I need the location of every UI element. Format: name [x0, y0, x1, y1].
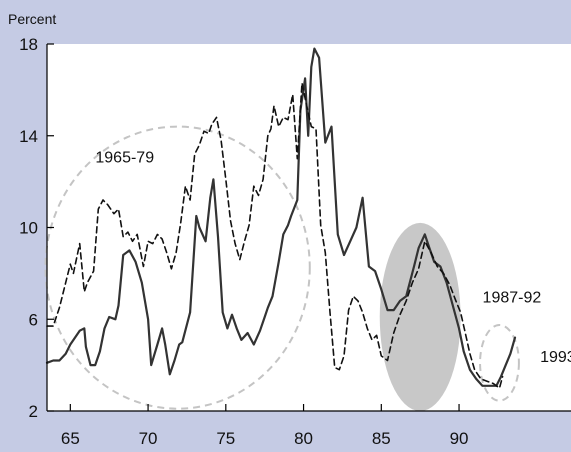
- annotation-label: 1965-79: [95, 149, 154, 166]
- series-layer: [45, 47, 517, 389]
- x-tick-label: 85: [372, 429, 391, 447]
- x-tick-label: 70: [139, 429, 158, 447]
- x-tick-label: 80: [294, 429, 313, 447]
- axes: 2 6 10 14 18 65 70 75 80 85 90: [19, 35, 571, 448]
- y-tick-label: 18: [19, 35, 38, 54]
- x-tick-label: 65: [61, 429, 80, 447]
- annotation-label: 1993-94: [540, 349, 571, 366]
- y-tick-label: 2: [29, 402, 38, 421]
- highlight-ellipse-2: [379, 222, 461, 411]
- y-tick-label: 14: [19, 127, 38, 146]
- x-tick-label: 90: [450, 429, 469, 447]
- dashed-series-line: [46, 82, 504, 389]
- highlight-ellipse-1: [44, 125, 311, 410]
- annotations: 1965-79 1987-92 1993-94: [95, 149, 571, 366]
- solid-series-line: [45, 47, 517, 387]
- annotation-label: 1987-92: [483, 289, 542, 306]
- x-tick-label: 75: [216, 429, 235, 447]
- y-tick-label: 6: [29, 310, 38, 329]
- y-axis-label: Percent: [8, 11, 56, 27]
- y-tick-label: 10: [19, 219, 38, 238]
- highlight-ellipse-3: [479, 323, 520, 402]
